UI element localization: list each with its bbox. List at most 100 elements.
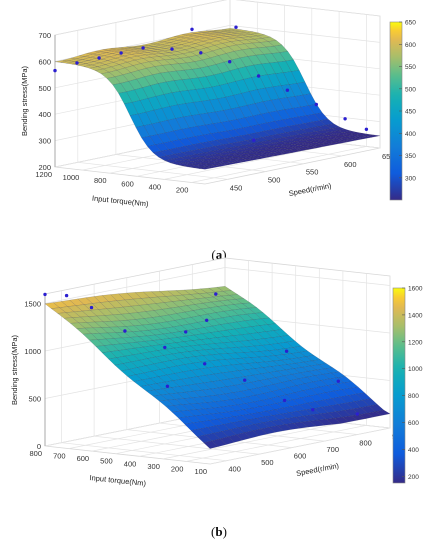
sample-point xyxy=(43,292,47,297)
sample-point xyxy=(64,293,69,298)
surface-patch xyxy=(76,327,92,335)
surface-patch xyxy=(186,304,202,311)
z-tick-label: 600 xyxy=(38,57,51,66)
surface-patch xyxy=(352,407,368,415)
z-tick-label: 1000 xyxy=(24,347,41,356)
colorbar: 200 400 600 800 1000 1200 1400 1600 xyxy=(392,286,423,484)
surface-patch xyxy=(120,369,137,377)
surface-patch xyxy=(302,388,318,397)
sample-point xyxy=(205,318,209,322)
sample-point xyxy=(163,345,167,350)
z-axis-label: Bending stress(MPa) xyxy=(20,65,29,136)
surface-patch xyxy=(207,64,223,76)
x-tick-label: 500 xyxy=(100,457,113,466)
surface-patch xyxy=(322,372,338,380)
caption-letter: a xyxy=(216,247,223,262)
sample-point xyxy=(234,25,238,29)
surface-patch xyxy=(193,101,208,115)
surface-patch xyxy=(204,407,220,415)
y-tick-label: 500 xyxy=(268,176,281,185)
sample-point xyxy=(170,47,174,51)
surface-patch xyxy=(177,416,194,425)
surface-patch xyxy=(215,163,229,167)
surface-patch xyxy=(183,340,199,347)
surface-patch xyxy=(158,343,175,350)
surface-patch xyxy=(155,302,171,310)
z-axis-label: Bending stress(MPa) xyxy=(10,334,19,405)
colorbar-tick-label: 1400 xyxy=(408,312,423,319)
surface-patch xyxy=(277,394,294,402)
sample-point xyxy=(97,56,101,60)
surface-patch xyxy=(272,127,287,135)
surface-patch xyxy=(234,383,250,392)
x-tick-label: 800 xyxy=(94,176,107,185)
surface-patch xyxy=(334,417,350,424)
surface-patch xyxy=(318,385,335,393)
surface-patch xyxy=(144,340,160,347)
surface-patch xyxy=(146,46,160,49)
surface-patch xyxy=(166,36,181,40)
surface-patch xyxy=(129,312,145,320)
surface-patch xyxy=(143,371,159,379)
surface-patch xyxy=(94,68,110,74)
y-gridline xyxy=(61,290,227,462)
surface-patch xyxy=(224,335,240,343)
surface-patch xyxy=(59,306,75,313)
surface-patch xyxy=(132,298,149,306)
colorbar: 300 350 400 450 500 550 600 650 xyxy=(389,20,416,201)
surface-patch xyxy=(142,85,157,99)
surface-patch xyxy=(118,91,133,104)
surface-patch xyxy=(236,432,252,441)
x-axis-label: Input torque(Nm) xyxy=(89,473,147,488)
x-tick-label: 400 xyxy=(124,459,137,468)
surface-patch xyxy=(159,45,174,49)
sample-point xyxy=(311,408,315,412)
x-tick-label: 600 xyxy=(77,454,90,463)
surface-patch xyxy=(139,52,154,56)
x-tick-label: 300 xyxy=(147,462,160,471)
surface-patch xyxy=(145,310,161,318)
surface-patch xyxy=(227,81,242,96)
surface-patch xyxy=(320,141,335,145)
surface-patch xyxy=(310,145,325,149)
surface-patch xyxy=(259,324,275,332)
surface-patch xyxy=(116,48,131,51)
surface-patch xyxy=(221,429,237,437)
surface-patch xyxy=(200,420,216,428)
surface-patch xyxy=(277,342,294,349)
x-tick-label: 600 xyxy=(121,179,134,188)
sample-point xyxy=(214,292,218,296)
colorbar-gradient xyxy=(392,287,406,484)
surface-patch xyxy=(176,162,190,166)
surface-patch xyxy=(193,166,208,169)
surface-patch xyxy=(310,386,326,395)
z-tick-label: 300 xyxy=(38,137,51,146)
surface-patch xyxy=(118,292,134,301)
surface-patch xyxy=(246,157,261,161)
surface-patch xyxy=(317,392,333,401)
y-axis-label: Speed(r/min) xyxy=(295,461,340,478)
colorbar-tick-label: 550 xyxy=(405,64,416,71)
surface-patch xyxy=(169,358,186,367)
surface-patch xyxy=(217,31,232,34)
surface-patch xyxy=(270,153,285,156)
surface-patch xyxy=(154,333,170,340)
surface-patch xyxy=(199,287,216,294)
y-tick-label: 450 xyxy=(230,183,243,192)
surface-patch xyxy=(221,70,236,84)
surface-patch xyxy=(276,348,292,355)
surface-patch xyxy=(111,343,128,351)
surface-patch xyxy=(147,383,164,391)
surface-patch xyxy=(104,314,120,322)
surface-patch xyxy=(263,53,278,64)
surface-patch xyxy=(162,387,178,395)
caption-open-paren: ( xyxy=(211,247,215,262)
surface-patch xyxy=(122,54,138,58)
surface-patch xyxy=(158,155,174,161)
surface-patch xyxy=(229,154,244,158)
x-tick-label: 200 xyxy=(171,464,184,473)
surface-patch xyxy=(276,424,293,431)
surface-patch xyxy=(238,369,254,377)
sample-point xyxy=(284,349,289,353)
